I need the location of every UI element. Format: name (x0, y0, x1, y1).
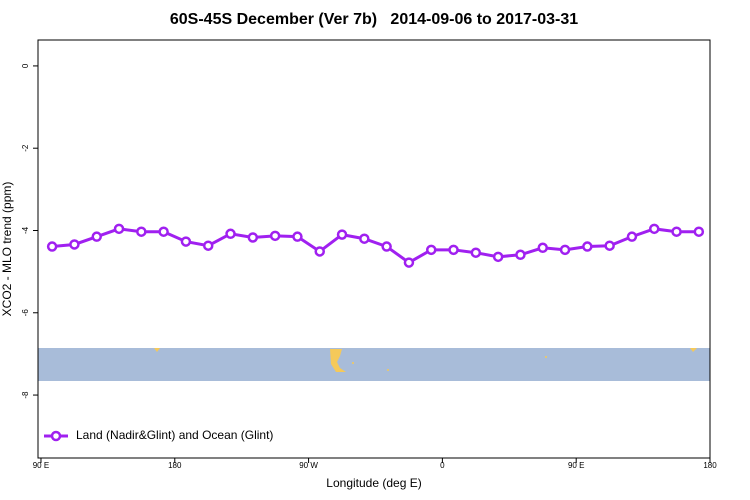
point (91, 231, 102, 242)
plot-frame (37, 39, 711, 459)
y-tick-label: -4 (21, 226, 30, 234)
point (69, 239, 80, 250)
map-strip (38, 348, 710, 381)
point (292, 231, 303, 242)
chart-title: 60S-45S December (Ver 7b) 2014-09-06 to … (170, 11, 578, 28)
point (381, 241, 392, 252)
point (314, 246, 325, 257)
point (626, 231, 638, 242)
point (448, 244, 459, 256)
x-tick-label: 180 (168, 461, 182, 470)
point (225, 228, 236, 240)
point (537, 242, 548, 254)
point (359, 233, 370, 244)
point (247, 232, 259, 243)
legend-label: Land (Nadir&Glint) and Ocean (Glint) (76, 428, 273, 442)
point (693, 226, 705, 237)
point (158, 226, 169, 237)
point (582, 241, 593, 252)
legend-swatch (50, 430, 62, 442)
y-axis-label: XCO2 - MLO trend (ppm) (0, 182, 14, 317)
point (269, 230, 281, 242)
point (46, 241, 58, 252)
y-tick-label: -8 (21, 391, 30, 399)
point (470, 247, 482, 258)
x-tick-label: 180 (703, 461, 717, 470)
series-line (51, 227, 699, 265)
x-tick-label: 90 E (33, 461, 49, 470)
point (492, 251, 504, 263)
y-tick-label: 0 (21, 63, 30, 68)
x-tick-label: 90 W (299, 461, 318, 470)
point (671, 226, 682, 237)
x-axis-label: Longitude (deg E) (326, 476, 421, 490)
point (180, 236, 192, 247)
x-tick-label: 0 (440, 461, 445, 470)
point (604, 240, 615, 251)
x-tick-label: 90 E (568, 461, 584, 470)
point (113, 223, 125, 235)
point (202, 240, 214, 251)
point (515, 249, 526, 261)
point (559, 244, 571, 256)
y-tick-label: -6 (21, 309, 30, 317)
point (336, 229, 348, 240)
y-tick-label: -2 (21, 144, 30, 152)
point (136, 226, 147, 237)
point (648, 223, 660, 235)
point (425, 244, 437, 256)
point (403, 257, 415, 268)
